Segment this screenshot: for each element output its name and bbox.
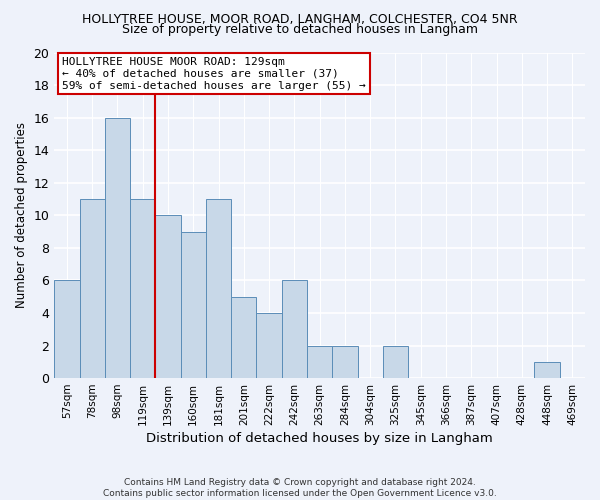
Bar <box>206 199 231 378</box>
Bar <box>231 296 256 378</box>
Bar <box>54 280 80 378</box>
Bar <box>256 313 282 378</box>
Text: HOLLYTREE HOUSE, MOOR ROAD, LANGHAM, COLCHESTER, CO4 5NR: HOLLYTREE HOUSE, MOOR ROAD, LANGHAM, COL… <box>82 12 518 26</box>
Bar <box>130 199 155 378</box>
Bar <box>332 346 358 378</box>
Bar <box>383 346 408 378</box>
Text: Size of property relative to detached houses in Langham: Size of property relative to detached ho… <box>122 22 478 36</box>
X-axis label: Distribution of detached houses by size in Langham: Distribution of detached houses by size … <box>146 432 493 445</box>
Bar <box>282 280 307 378</box>
Text: HOLLYTREE HOUSE MOOR ROAD: 129sqm
← 40% of detached houses are smaller (37)
59% : HOLLYTREE HOUSE MOOR ROAD: 129sqm ← 40% … <box>62 58 366 90</box>
Bar <box>80 199 105 378</box>
Y-axis label: Number of detached properties: Number of detached properties <box>15 122 28 308</box>
Bar <box>155 216 181 378</box>
Bar <box>181 232 206 378</box>
Bar <box>535 362 560 378</box>
Bar <box>105 118 130 378</box>
Bar <box>307 346 332 378</box>
Text: Contains HM Land Registry data © Crown copyright and database right 2024.
Contai: Contains HM Land Registry data © Crown c… <box>103 478 497 498</box>
